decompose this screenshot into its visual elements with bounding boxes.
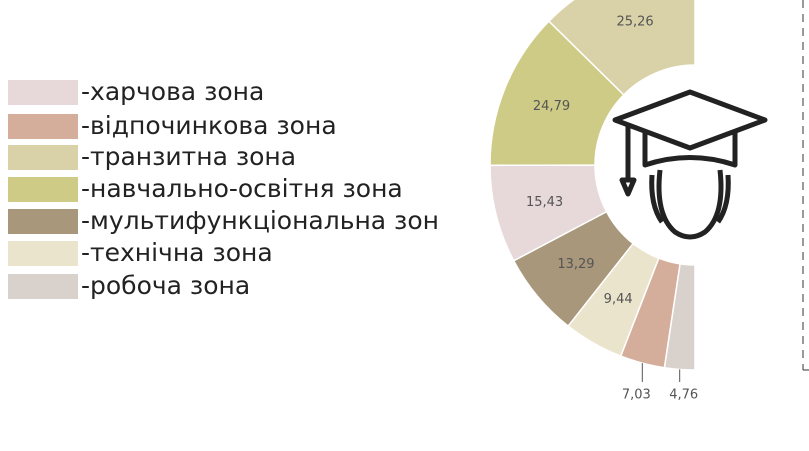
- value-label: 24,79: [533, 99, 570, 114]
- legend-swatch: [8, 209, 78, 234]
- legend-swatch: [8, 145, 78, 170]
- legend-label: -харчова зона: [81, 77, 264, 106]
- legend-label: -технічна зона: [81, 238, 273, 267]
- legend-swatch: [8, 177, 78, 202]
- legend-label: -навчально-освітня зона: [81, 174, 403, 203]
- legend-label: -транзитна зона: [81, 142, 296, 171]
- legend-swatch: [8, 241, 78, 266]
- donut: 25,26 24,79 15,43 13,29 9,44 7,03 4,76: [489, 0, 698, 403]
- legend-swatch: [8, 114, 78, 139]
- frame: [802, 0, 809, 371]
- value-label: 15,43: [526, 195, 563, 210]
- value-label: 4,76: [669, 388, 698, 403]
- legend: -харчова зона -відпочинкова зона-транзитн…: [8, 77, 439, 300]
- legend-label: -відпочинкова зона: [81, 111, 337, 140]
- legend-swatch: [8, 80, 78, 105]
- graduate-icon: [612, 89, 768, 240]
- value-label: 7,03: [622, 388, 651, 403]
- legend-swatch: [8, 274, 78, 299]
- value-label: 25,26: [616, 15, 653, 30]
- legend-label: -робоча зона: [81, 271, 250, 300]
- legend-label: -мультифункціональна зон: [81, 206, 439, 235]
- value-label: 13,29: [557, 257, 594, 272]
- value-label: 9,44: [604, 292, 633, 307]
